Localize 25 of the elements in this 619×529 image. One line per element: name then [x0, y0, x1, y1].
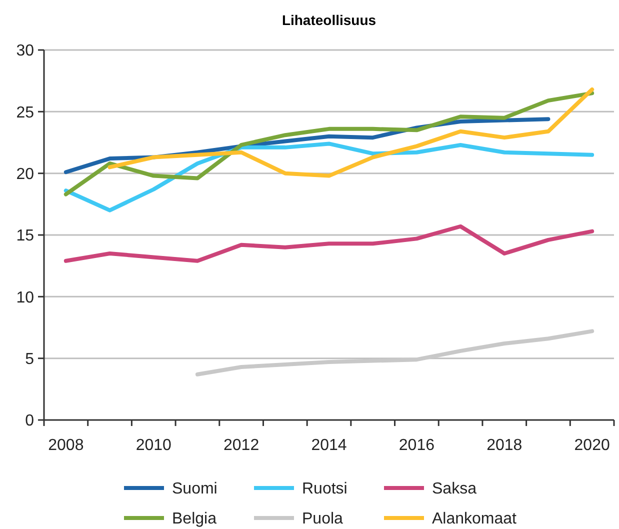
- chart-title: Lihateollisuus: [282, 12, 376, 28]
- legend-label: Puola: [302, 510, 344, 528]
- line-series: [64, 91, 594, 196]
- y-tick-label: 0: [25, 412, 34, 430]
- x-tick-label: 2018: [486, 437, 522, 454]
- y-tick-label: 10: [16, 289, 34, 306]
- line-series: [108, 87, 594, 178]
- y-tick-label: 25: [16, 104, 34, 122]
- x-tick-label: 2008: [48, 437, 84, 454]
- y-tick-label: 20: [16, 166, 34, 183]
- x-tick-label: 2012: [224, 437, 260, 454]
- y-tick-label: 30: [16, 42, 34, 60]
- legend-label: Saksa: [432, 480, 477, 498]
- line-series: [64, 142, 594, 212]
- legend-label: Suomi: [172, 480, 218, 498]
- x-tick-label: 2014: [311, 437, 347, 454]
- legend-label: Belgia: [172, 510, 217, 528]
- x-tick-label: 2020: [574, 437, 610, 454]
- legend-label: Alankomaat: [432, 510, 518, 528]
- x-tick-label: 2010: [136, 437, 172, 454]
- y-tick-label: 15: [16, 228, 34, 245]
- line-series: [64, 224, 594, 263]
- x-tick-label: 2016: [398, 437, 435, 454]
- y-tick-label: 5: [25, 350, 34, 368]
- legend-label: Ruotsi: [302, 480, 348, 498]
